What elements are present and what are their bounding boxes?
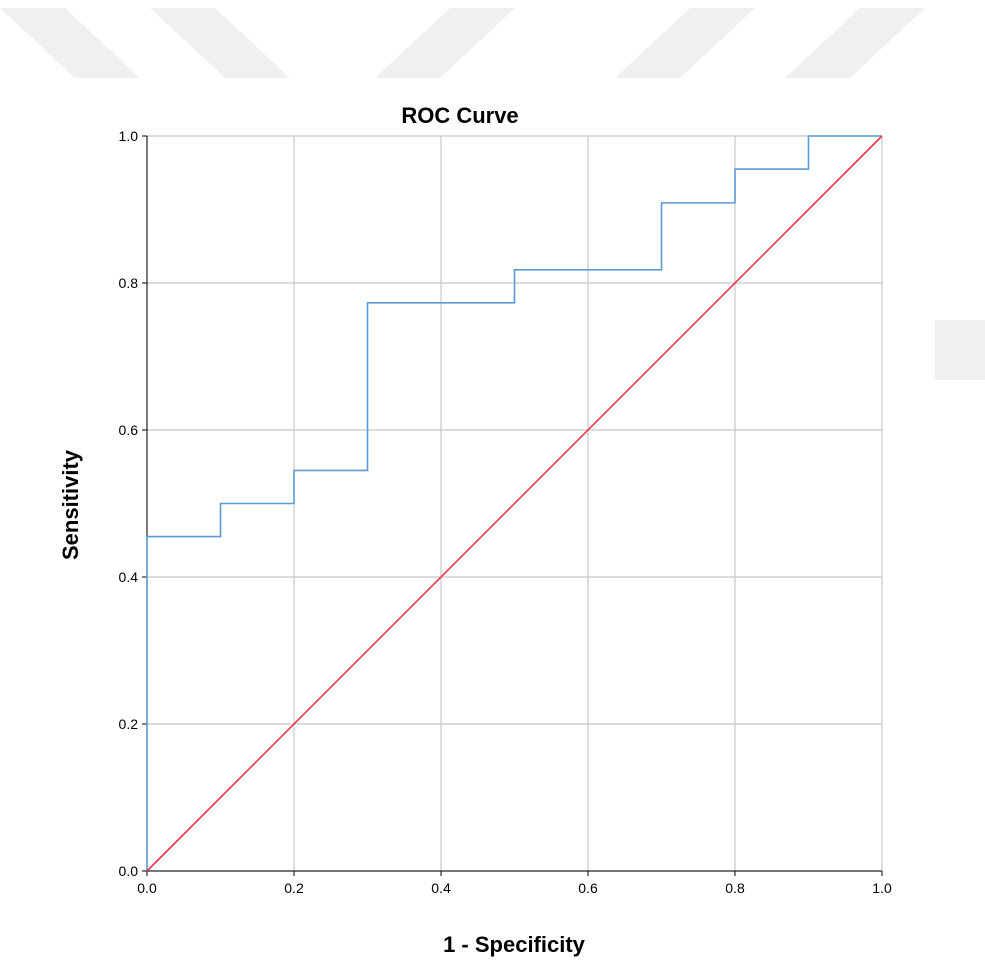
watermark-stripe [615,8,755,78]
watermark-stripes [0,8,985,380]
x-tick-label: 0.8 [725,880,745,896]
y-axis-title: Sensitivity [58,449,83,560]
watermark-stripe [150,8,290,78]
x-tick-label: 0.0 [137,880,157,896]
y-tick-label: 0.0 [119,863,139,879]
series-group [146,135,883,872]
reference-diagonal-line [146,135,883,872]
x-axis-title: 1 - Specificity [443,932,586,957]
y-tick-label: 0.8 [119,275,139,291]
y-tick-label: 1.0 [119,128,139,144]
grid-lines [146,135,883,872]
x-tick-label: 1.0 [872,880,892,896]
x-tick-label: 0.4 [431,880,451,896]
watermark-stripe [375,8,515,78]
chart-title: ROC Curve [401,103,518,128]
watermark-stripe [0,8,140,78]
y-tick-labels: 0.0 0.2 0.4 0.6 0.8 1.0 [119,128,139,879]
roc-curve-line [146,135,882,871]
x-tick-label: 0.2 [284,880,304,896]
y-tick-label: 0.4 [119,569,139,585]
x-tick-label: 0.6 [578,880,598,896]
y-tick-label: 0.2 [119,716,139,732]
y-tick-label: 0.6 [119,422,139,438]
watermark-stripe [785,8,925,78]
watermark-stripe [935,320,985,380]
x-tick-labels: 0.0 0.2 0.4 0.6 0.8 1.0 [137,880,892,896]
